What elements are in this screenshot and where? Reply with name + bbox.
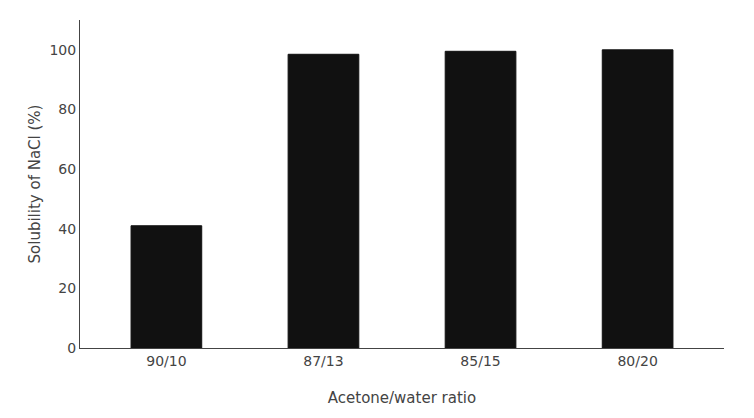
svg-text:60: 60 [58,161,76,177]
svg-text:Solubility of NaCl (%): Solubility of NaCl (%) [26,105,44,264]
svg-text:80: 80 [58,101,76,117]
svg-text:0: 0 [67,340,76,356]
svg-text:100: 100 [49,42,76,58]
svg-text:40: 40 [58,221,76,237]
svg-text:85/15: 85/15 [460,353,500,369]
svg-text:90/10: 90/10 [146,353,186,369]
svg-text:80/20: 80/20 [617,353,657,369]
svg-text:87/13: 87/13 [303,353,343,369]
svg-text:Acetone/water ratio: Acetone/water ratio [328,389,476,407]
svg-text:20: 20 [58,280,76,296]
